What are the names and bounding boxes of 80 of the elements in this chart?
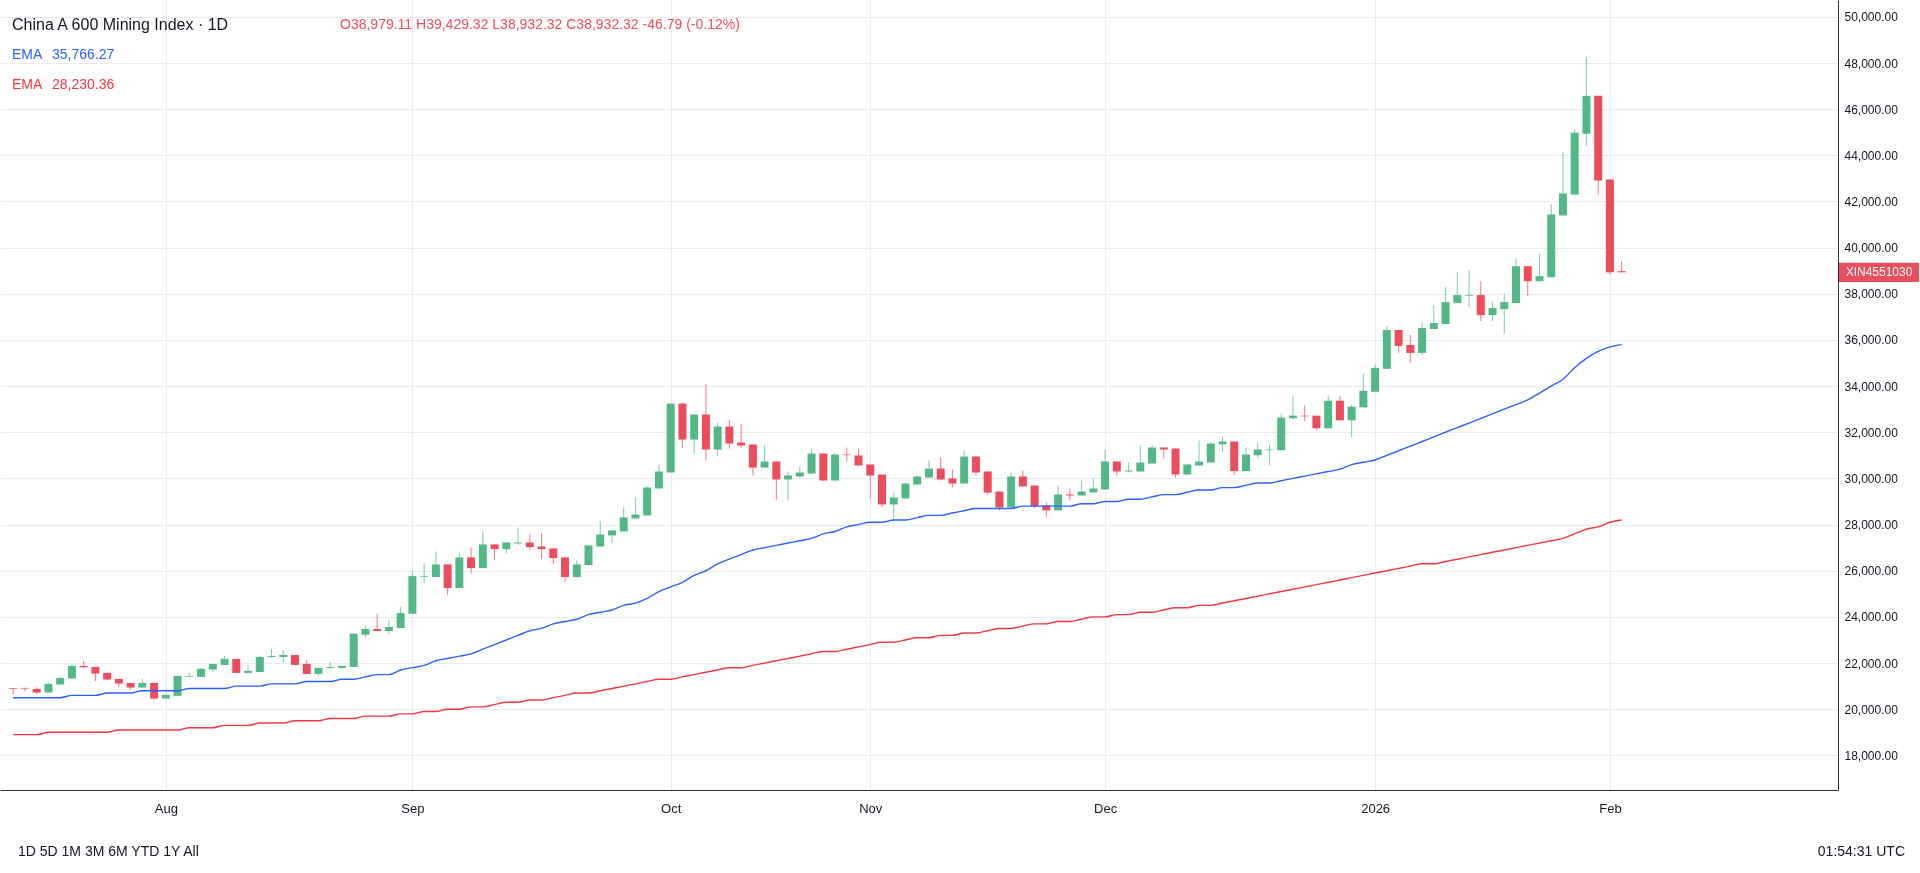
- candlestick: [1359, 373, 1368, 408]
- y-tick-label: 22,000.00: [1844, 656, 1899, 671]
- candlestick: [1488, 301, 1497, 322]
- x-tick-label: Dec: [1094, 800, 1118, 816]
- candlestick: [431, 550, 440, 578]
- candlestick: [514, 526, 523, 546]
- candlestick: [1347, 404, 1356, 438]
- y-tick-label: 38,000.00: [1844, 287, 1899, 302]
- y-tick-label: 26,000.00: [1844, 564, 1899, 579]
- y-tick-label: 30,000.00: [1844, 471, 1899, 486]
- candlestick: [443, 563, 452, 596]
- text: XIN4551030: [1845, 265, 1913, 280]
- candlestick: [725, 419, 734, 450]
- candlestick: [384, 619, 393, 636]
- candlestick: [20, 687, 29, 692]
- candlestick: [924, 460, 933, 479]
- y-tick-label: 50,000.00: [1844, 10, 1899, 25]
- x-tick-label: Sep: [401, 800, 425, 816]
- x-tick-label: Oct: [661, 800, 682, 816]
- y-tick-label: 42,000.00: [1844, 194, 1899, 209]
- y-tick-label: 36,000.00: [1844, 333, 1899, 348]
- line-series: [12, 519, 1623, 736]
- candlestick: [772, 461, 781, 500]
- candlestick: [1065, 487, 1074, 501]
- y-tick-label: 18,000.00: [1844, 748, 1899, 763]
- candlestick: [1523, 265, 1532, 297]
- candlestick: [596, 520, 605, 548]
- candlestick: [1429, 304, 1438, 330]
- y-tick-label: 20,000.00: [1844, 702, 1899, 717]
- candlestick: [760, 445, 769, 469]
- x-tick-label: Aug: [154, 800, 178, 816]
- candlestick: [866, 464, 875, 499]
- text: EMA: [12, 46, 43, 62]
- candlestick: [1500, 293, 1509, 335]
- annotation: 28,230.36: [52, 76, 115, 92]
- candlestick: [1136, 445, 1145, 473]
- candlestick: [1371, 364, 1380, 393]
- candlestick: [748, 444, 757, 476]
- candlestick: [537, 532, 546, 560]
- candlestick: [807, 448, 816, 475]
- annotation: 35,766.27: [52, 46, 115, 62]
- x-tick-label: Feb: [1599, 800, 1622, 816]
- candlestick: [1465, 269, 1474, 308]
- text: 01:54:31 UTC: [1817, 843, 1905, 859]
- y-tick-label: 48,000.00: [1844, 56, 1899, 71]
- candlestick: [1476, 280, 1485, 322]
- y-tick-label: 28,000.00: [1844, 518, 1899, 533]
- candlestick: [1406, 334, 1415, 364]
- y-tick-label: 34,000.00: [1844, 379, 1899, 394]
- y-tick-label: 46,000.00: [1844, 102, 1899, 117]
- candlestick: [244, 665, 253, 675]
- text: EMA: [12, 76, 43, 92]
- candlestick: [936, 457, 945, 482]
- x-tick-label: 2026: [1361, 800, 1391, 816]
- candlestick: [1535, 253, 1544, 282]
- candlestick: [1558, 152, 1567, 216]
- candlestick: [561, 556, 570, 583]
- candlestick: [1030, 484, 1039, 509]
- candlestick: [467, 546, 476, 575]
- candlestick: [1148, 444, 1157, 465]
- candlestick: [1206, 442, 1215, 464]
- y-tick-label: 32,000.00: [1844, 425, 1899, 440]
- candlestick: [607, 529, 616, 544]
- candlestick: [1195, 440, 1204, 467]
- candlestick: [713, 422, 722, 458]
- text: O38,979.11 H39,429.32 L38,932.32 C38,932.32 -46.79 (-0.12%): [340, 16, 740, 32]
- y-tick-label: 44,000.00: [1844, 148, 1899, 163]
- x-tick-label: Nov: [859, 800, 883, 816]
- candlestick: [420, 562, 429, 584]
- line-series: [12, 343, 1623, 699]
- candlestick: [889, 492, 898, 521]
- candlestick: [1335, 395, 1344, 421]
- candlestick: [478, 530, 487, 569]
- y-tick-label: 40,000.00: [1844, 241, 1899, 256]
- text: 1D 5D 1M 3M 6M YTD 1Y All: [18, 843, 199, 859]
- candlestick: [1453, 271, 1462, 304]
- candlestick: [1441, 286, 1450, 325]
- y-tick-label: 24,000.00: [1844, 610, 1899, 625]
- text: China A 600 Mining Index · 1D: [12, 16, 229, 33]
- candlestick: [737, 423, 746, 450]
